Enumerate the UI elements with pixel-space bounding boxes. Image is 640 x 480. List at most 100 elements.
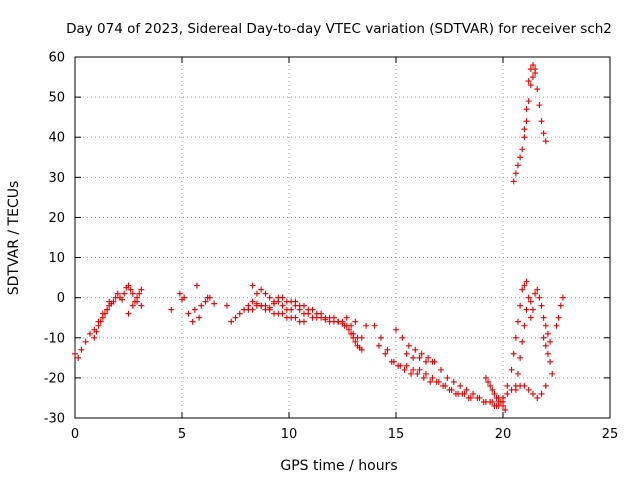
data-point [127,286,134,293]
data-point [350,334,357,341]
data-point [134,298,141,305]
data-point [555,314,562,321]
series-track-x [521,66,539,133]
data-point [525,386,532,393]
series-track-k [348,330,365,353]
data-point [547,358,554,365]
data-point [418,350,425,357]
data-point [198,302,205,309]
data-point [487,382,494,389]
grid [75,57,610,418]
data-point [433,378,440,385]
data-point [495,398,502,405]
data-point [532,66,539,73]
data-point [504,390,511,397]
data-point [375,342,382,349]
data-point [529,306,536,313]
data-point [78,346,85,353]
y-tick-label: 10 [48,251,65,266]
data-point [549,370,556,377]
data-point [529,390,536,397]
data-point [388,358,395,365]
x-tick-label: 25 [602,427,619,442]
data-point [193,282,200,289]
data-point [519,338,526,345]
data-point [407,370,414,377]
data-point [429,358,436,365]
data-point [382,350,389,357]
data-point [189,318,196,325]
series-track-h [249,282,350,325]
data-point [101,310,108,317]
y-axis: -30 -20 -10 0 10 20 30 40 50 60 [44,51,610,427]
data-point [358,346,365,353]
data-point [414,370,421,377]
data-point [384,346,391,353]
data-point [429,374,436,381]
data-point [422,370,429,377]
series-track-w [510,62,549,185]
data-point [403,350,410,357]
data-point [228,318,235,325]
data-point [104,306,111,313]
data-point [425,354,432,361]
data-point [110,298,117,305]
data-point [446,386,453,393]
data-point [279,310,286,317]
series-track-b [91,298,117,341]
series-track-o [403,350,436,365]
data-point [258,302,265,309]
data-point [508,366,515,373]
data-point [459,390,466,397]
data-point [352,338,359,345]
data-point [138,286,145,293]
data-point [249,282,256,289]
data-point [527,82,534,89]
data-point [465,394,472,401]
data-point [129,302,136,309]
data-point [405,342,412,349]
data-point [348,330,355,337]
series-track-i [245,302,307,325]
series-track-v [553,294,566,329]
data-point [176,290,183,297]
y-tick-label: -20 [44,371,65,386]
y-tick-label: 50 [48,91,65,106]
data-point [482,398,489,405]
series-track-e [168,290,218,321]
data-point [491,390,498,397]
data-point [136,290,143,297]
data-point [341,322,348,329]
data-point [450,378,457,385]
data-point [557,302,564,309]
data-point [352,318,359,325]
data-point [191,306,198,313]
data-point [532,290,539,297]
data-point [121,290,128,297]
data-point [300,302,307,309]
data-point [420,374,427,381]
data-point [517,302,524,309]
data-point [485,378,492,385]
data-point [202,298,209,305]
data-point [72,350,78,357]
data-point [410,354,417,361]
data-point [292,298,299,305]
data-point [521,382,528,389]
data-point [491,402,498,409]
data-point [517,354,524,361]
y-tick-label: -10 [44,331,65,346]
data-point [489,386,496,393]
data-point [412,346,419,353]
data-point [525,98,532,105]
data-point [538,118,545,125]
series-track-s [512,294,534,389]
data-point [114,290,121,297]
data-point [504,382,511,389]
data-point [249,298,256,305]
data-point [403,362,410,369]
y-tick-label: 0 [57,291,65,306]
data-point [502,406,509,413]
data-point [258,286,265,293]
data-point [452,390,459,397]
